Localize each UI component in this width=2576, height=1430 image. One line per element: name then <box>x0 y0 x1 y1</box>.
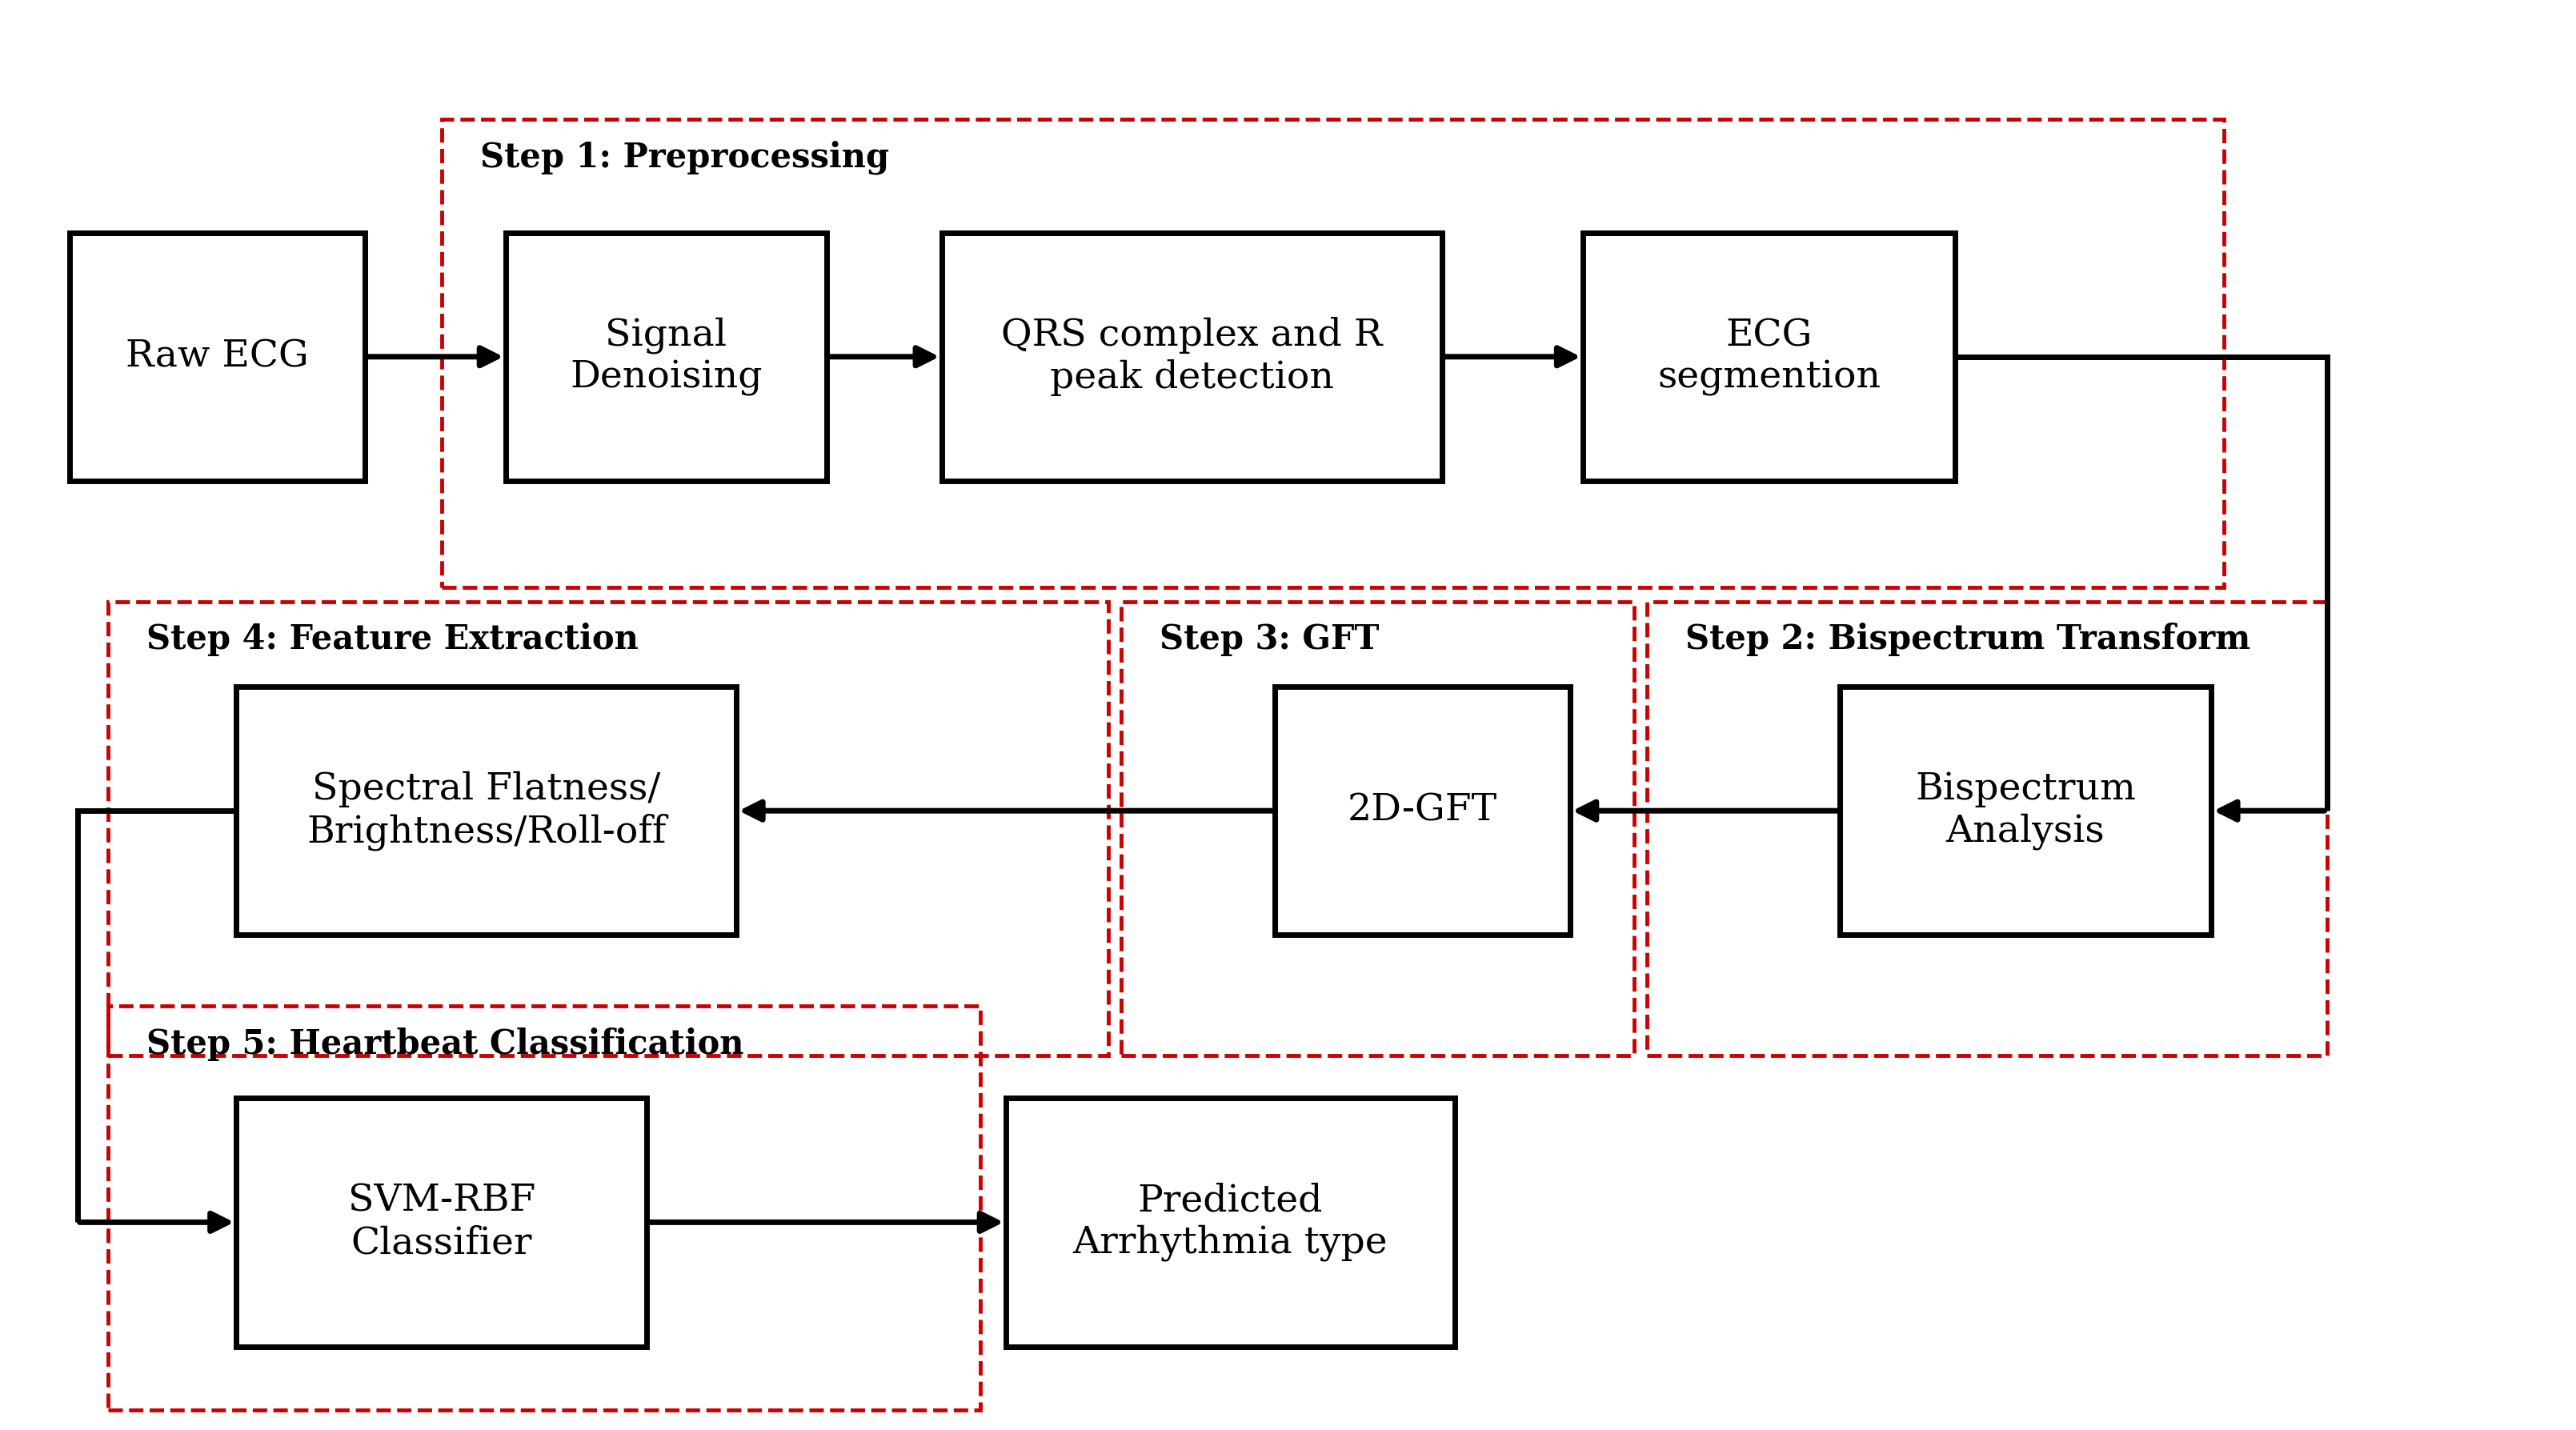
Bar <box>1275 686 1571 935</box>
Bar <box>1584 233 1955 480</box>
Bar <box>1839 686 2210 935</box>
Text: Signal
Denoising: Signal Denoising <box>569 317 762 396</box>
Text: Bispectrum
Analysis: Bispectrum Analysis <box>1914 772 2136 849</box>
Text: SVM-RBF
Classifier: SVM-RBF Classifier <box>348 1183 536 1261</box>
Text: Step 2: Bispectrum Transform: Step 2: Bispectrum Transform <box>1685 623 2251 656</box>
Text: 2D-GFT: 2D-GFT <box>1347 792 1497 829</box>
Bar <box>1005 1098 1455 1347</box>
Bar <box>70 233 366 480</box>
Text: Step 4: Feature Extraction: Step 4: Feature Extraction <box>147 623 639 656</box>
Text: Predicted
Arrhythmia type: Predicted Arrhythmia type <box>1072 1183 1388 1261</box>
Text: ECG
segmention: ECG segmention <box>1656 317 1880 396</box>
Text: Step 5: Heartbeat Classification: Step 5: Heartbeat Classification <box>147 1027 744 1061</box>
Bar <box>943 233 1443 480</box>
Text: QRS complex and R
peak detection: QRS complex and R peak detection <box>1002 317 1383 396</box>
Bar <box>237 686 737 935</box>
Text: Spectral Flatness/
Brightness/Roll-off: Spectral Flatness/ Brightness/Roll-off <box>307 771 667 851</box>
Text: Step 3: GFT: Step 3: GFT <box>1159 623 1378 656</box>
Bar <box>108 1005 981 1410</box>
Text: Raw ECG: Raw ECG <box>126 339 309 375</box>
Text: Step 1: Preprocessing: Step 1: Preprocessing <box>479 140 889 174</box>
Bar <box>1121 602 1633 1055</box>
Bar <box>505 233 827 480</box>
Bar <box>237 1098 647 1347</box>
Bar <box>1646 602 2326 1055</box>
Bar <box>108 602 1108 1055</box>
Bar <box>440 119 2223 588</box>
